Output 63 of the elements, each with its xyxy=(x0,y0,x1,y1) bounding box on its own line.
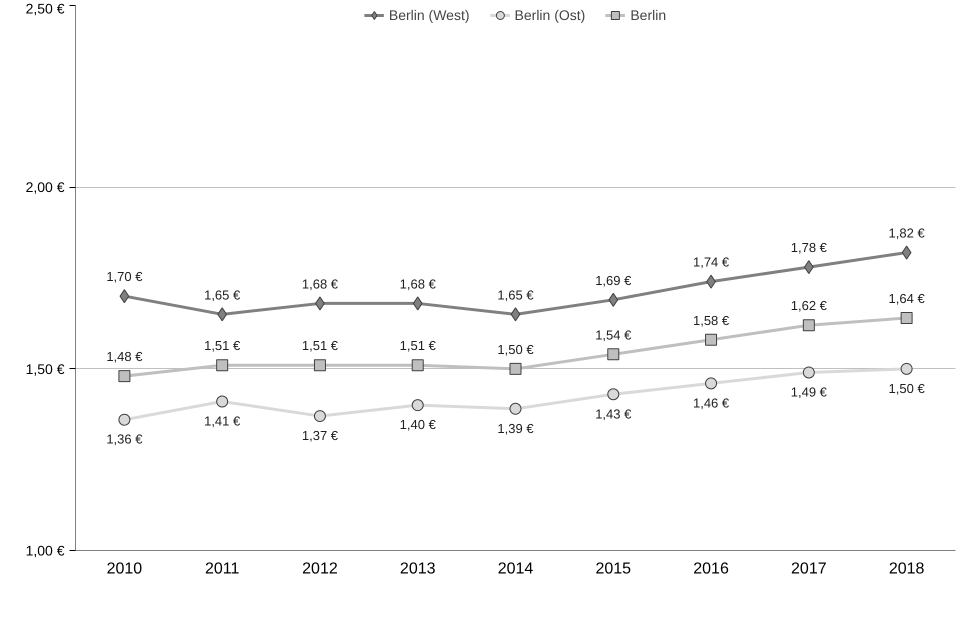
x-tick-label: 2013 xyxy=(400,560,436,578)
point xyxy=(607,348,620,360)
point xyxy=(216,359,228,372)
data-label: 1,40 € xyxy=(400,417,437,432)
point xyxy=(900,362,913,375)
point xyxy=(802,319,815,332)
data-label: 1,68 € xyxy=(302,276,339,292)
data-label: 1,48 € xyxy=(106,349,144,364)
point xyxy=(510,402,522,415)
data-label: 1,51 € xyxy=(400,338,437,354)
data-label: 1,69 € xyxy=(595,272,632,288)
data-label: 1,54 € xyxy=(595,327,632,342)
data-label: 1,78 € xyxy=(790,240,828,256)
point xyxy=(118,414,130,426)
data-label: 1,37 € xyxy=(302,428,339,444)
legend-label: Berlin xyxy=(630,7,666,23)
x-tick-label: 2016 xyxy=(693,560,729,578)
y-tick-label: 1,00 € xyxy=(26,542,65,558)
x-tick-label: 2012 xyxy=(302,560,338,578)
point xyxy=(216,396,228,408)
x-tick-label: 2014 xyxy=(498,560,534,578)
x-tick-label: 2017 xyxy=(791,560,827,578)
data-label: 1,36 € xyxy=(106,432,144,447)
x-tick-label: 2011 xyxy=(204,560,240,578)
point xyxy=(608,292,618,307)
data-label: 1,70 € xyxy=(106,269,144,284)
point xyxy=(705,377,718,390)
point xyxy=(314,359,326,372)
data-label: 1,43 € xyxy=(595,406,632,422)
data-label: 1,68 € xyxy=(400,276,437,292)
point xyxy=(607,388,620,400)
legend-label: Berlin (Ost) xyxy=(514,7,586,23)
y-tick-label: 1,50 € xyxy=(26,360,65,377)
point xyxy=(412,359,424,372)
data-label: 1,49 € xyxy=(790,384,828,400)
x-tick-label: 2018 xyxy=(888,560,925,578)
data-label: 1,82 € xyxy=(888,226,926,241)
x-tick-label: 2010 xyxy=(106,560,142,578)
data-label: 1,64 € xyxy=(888,290,926,306)
x-tick-label: 2015 xyxy=(595,560,632,578)
data-label: 1,51 € xyxy=(302,338,339,354)
data-label: 1,62 € xyxy=(790,298,828,314)
y-tick-label: 2,00 € xyxy=(26,179,65,196)
data-label: 1,58 € xyxy=(692,312,730,328)
point xyxy=(314,410,326,422)
point xyxy=(412,296,423,310)
data-label: 1,50 € xyxy=(888,380,926,396)
point xyxy=(705,334,718,346)
data-label: 1,74 € xyxy=(692,254,730,270)
data-label: 1,50 € xyxy=(497,342,534,357)
point xyxy=(802,366,815,378)
point xyxy=(900,312,913,324)
data-label: 1,65 € xyxy=(497,287,534,302)
data-label: 1,65 € xyxy=(204,287,242,302)
data-label: 1,46 € xyxy=(692,395,730,410)
point xyxy=(118,370,130,382)
point xyxy=(510,362,522,375)
y-tick-label: 2,50 € xyxy=(26,0,65,16)
legend-label: Berlin (West) xyxy=(388,7,470,23)
data-label: 1,39 € xyxy=(497,420,534,436)
data-label: 1,51 € xyxy=(204,338,242,354)
data-label: 1,41 € xyxy=(204,414,242,429)
point xyxy=(412,399,424,412)
